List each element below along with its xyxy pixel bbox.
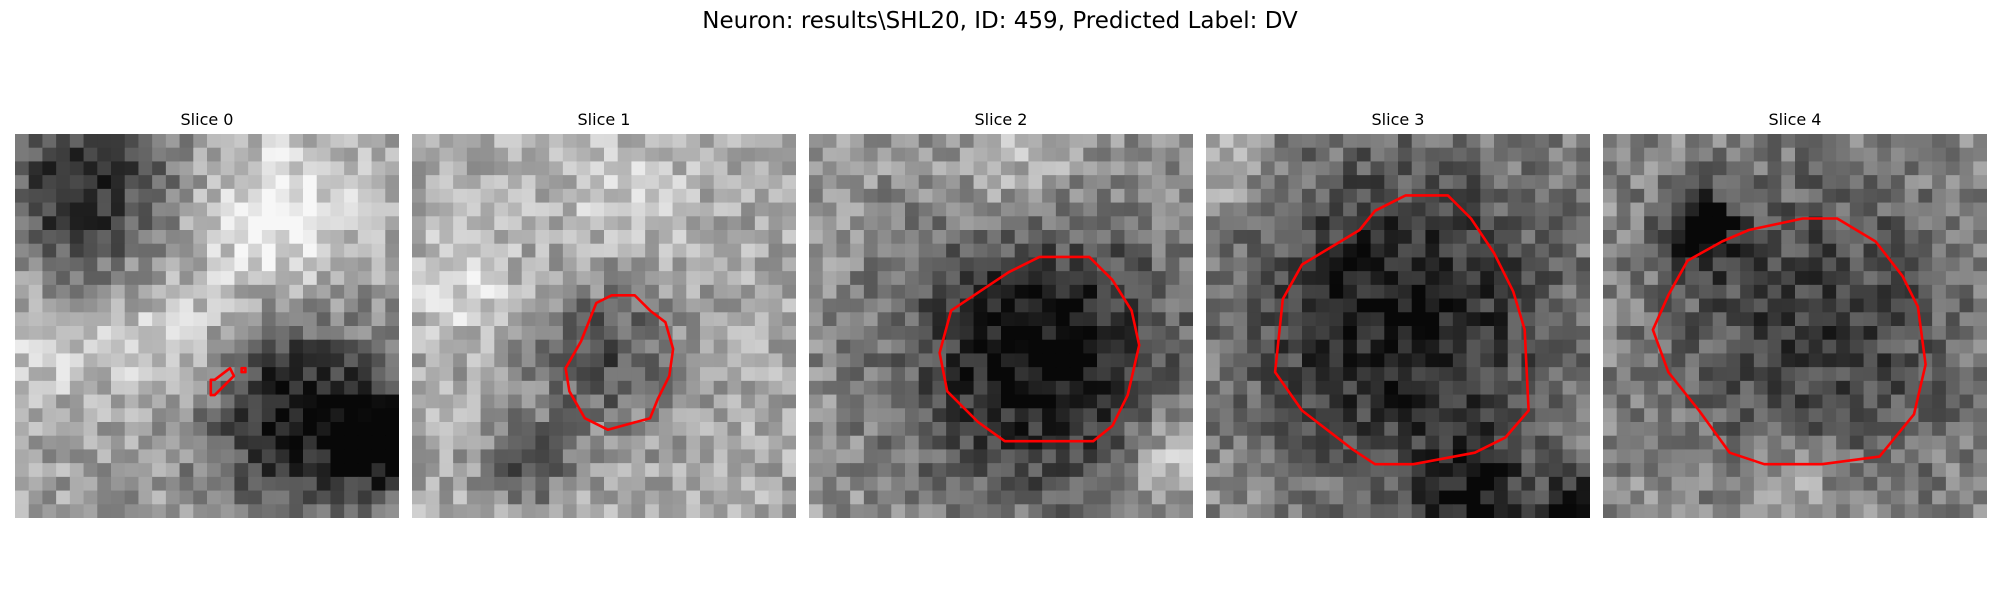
slice-image [15,134,399,518]
slice-panel-1: Slice 1 [412,108,796,518]
segmentation-contour [240,366,247,374]
segmentation-contour [209,366,236,397]
slice-image [1206,134,1590,518]
slice-title: Slice 4 [1768,110,1822,129]
slice-title: Slice 1 [577,110,631,129]
slice-panel-3: Slice 3 [1206,108,1590,518]
segmentation-contour [1651,217,1927,466]
slice-panel-0: Slice 0 [15,108,399,518]
slice-title: Slice 3 [1371,110,1425,129]
slice-image [809,134,1193,518]
slice-image [412,134,796,518]
segmentation-contour [564,294,675,432]
slice-title: Slice 2 [974,110,1028,129]
slice-image [1603,134,1987,518]
slice-panel-2: Slice 2 [809,108,1193,518]
segmentation-contour [938,255,1141,443]
figure-title: Neuron: results\SHL20, ID: 459, Predicte… [702,8,1298,34]
slice-panel-4: Slice 4 [1603,108,1987,518]
slice-title: Slice 0 [180,110,234,129]
segmentation-contour [1273,194,1530,466]
